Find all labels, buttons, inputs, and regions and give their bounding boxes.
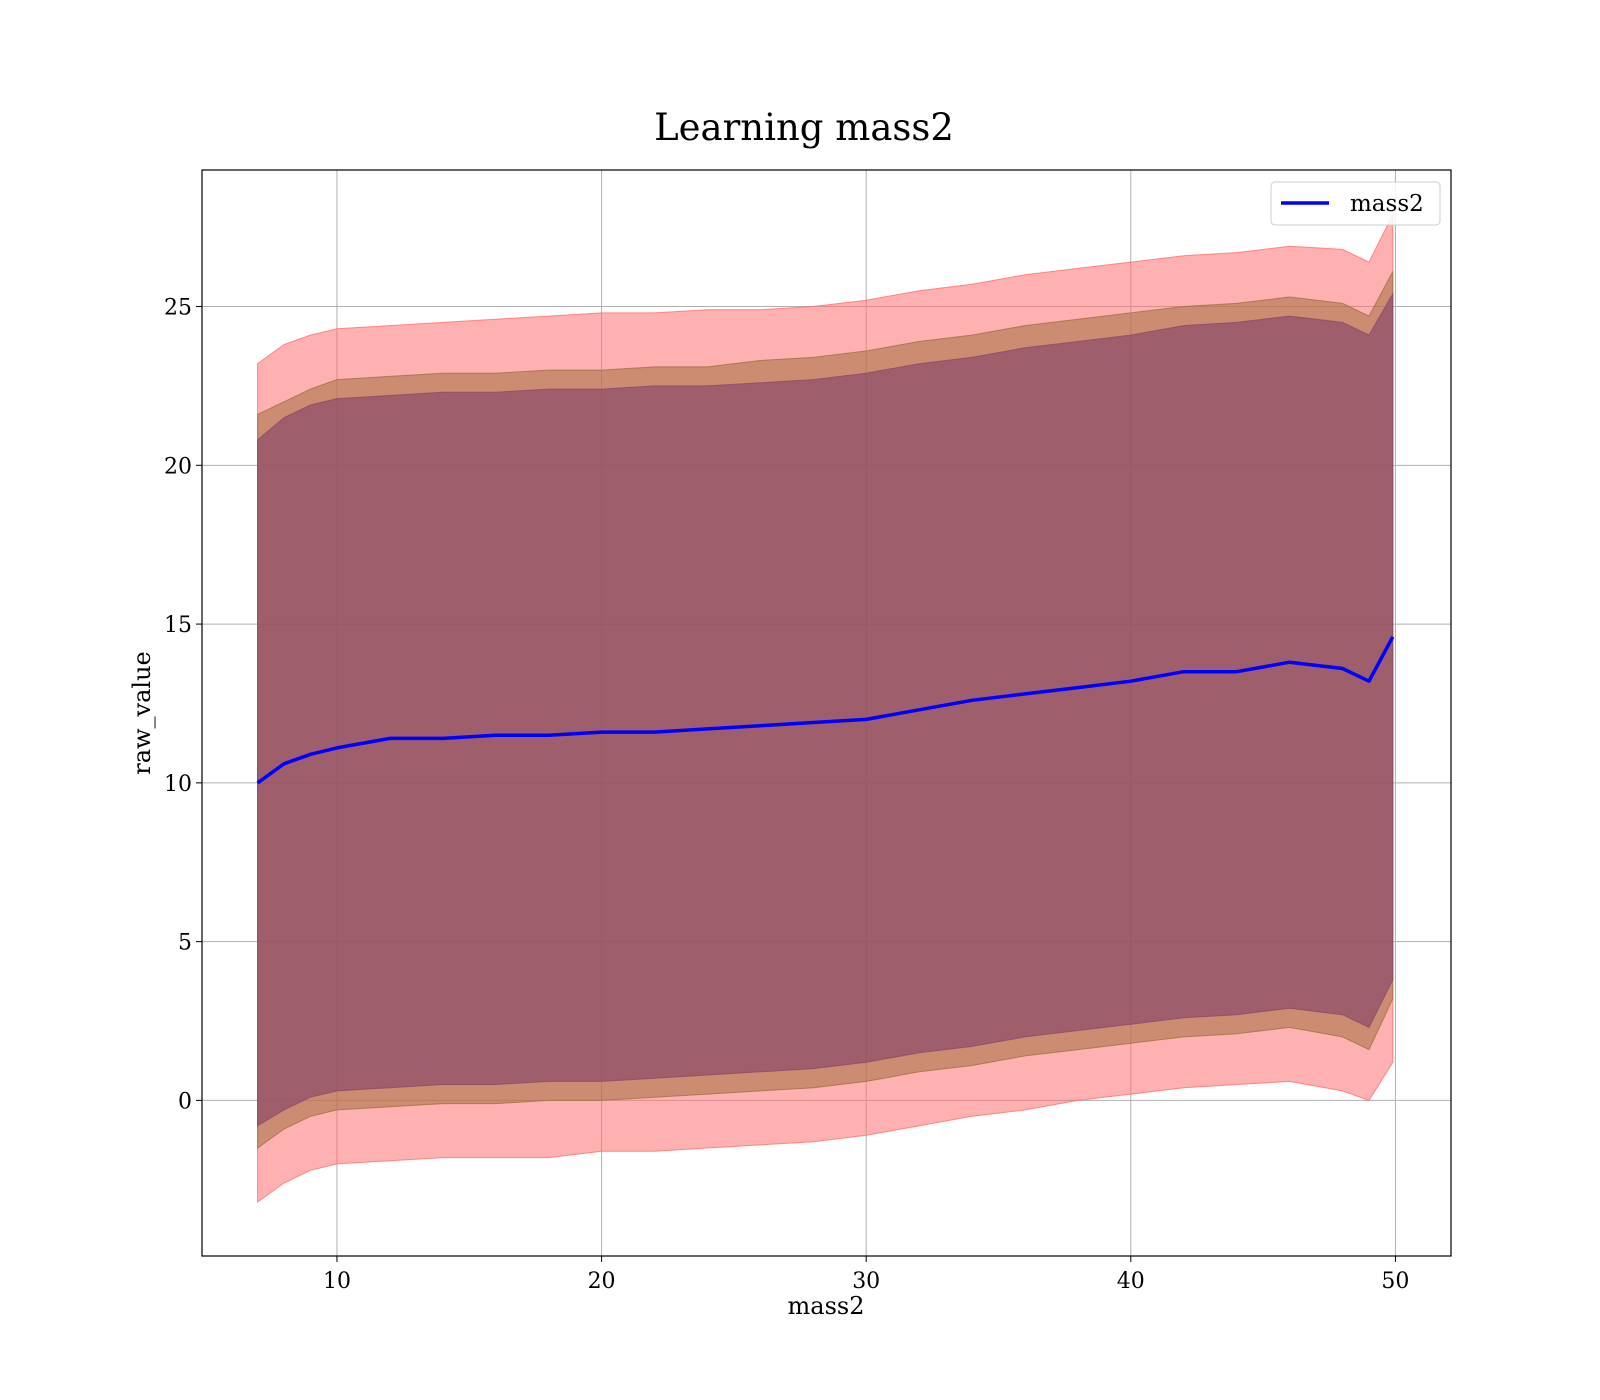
x-tick-label: 10 (323, 1269, 351, 1294)
plot-frame (201, 169, 1452, 1257)
inner-band (257, 291, 1394, 1127)
y-tick-label: 25 (164, 296, 192, 321)
series-lines (256, 635, 1395, 785)
legend-box (1270, 181, 1441, 226)
x-tick-label: 30 (852, 1269, 880, 1294)
confidence-bands (257, 214, 1394, 1203)
x-tick-label: 20 (588, 1269, 616, 1294)
y-tick-label: 0 (178, 1089, 192, 1114)
series-line-mass2 (256, 635, 1395, 785)
y-tick-label: 5 (178, 931, 192, 956)
y-tick-label: 15 (164, 613, 192, 638)
legend-label: mass2 (1350, 191, 1424, 217)
x-tick-label: 50 (1381, 1269, 1409, 1294)
y-tick-label: 10 (164, 772, 192, 797)
chart-title: Learning mass2 (654, 106, 954, 149)
y-tick-label: 20 (164, 454, 192, 479)
legend: mass2 (1270, 181, 1441, 226)
y-axis-ticks: 0 5 10 15 20 25 (164, 296, 202, 1114)
x-axis-ticks: 10 20 30 40 50 (323, 1256, 1409, 1294)
y-axis-label: raw_value (128, 651, 156, 775)
x-axis-label: mass2 (788, 1292, 865, 1320)
x-tick-label: 40 (1117, 1269, 1145, 1294)
